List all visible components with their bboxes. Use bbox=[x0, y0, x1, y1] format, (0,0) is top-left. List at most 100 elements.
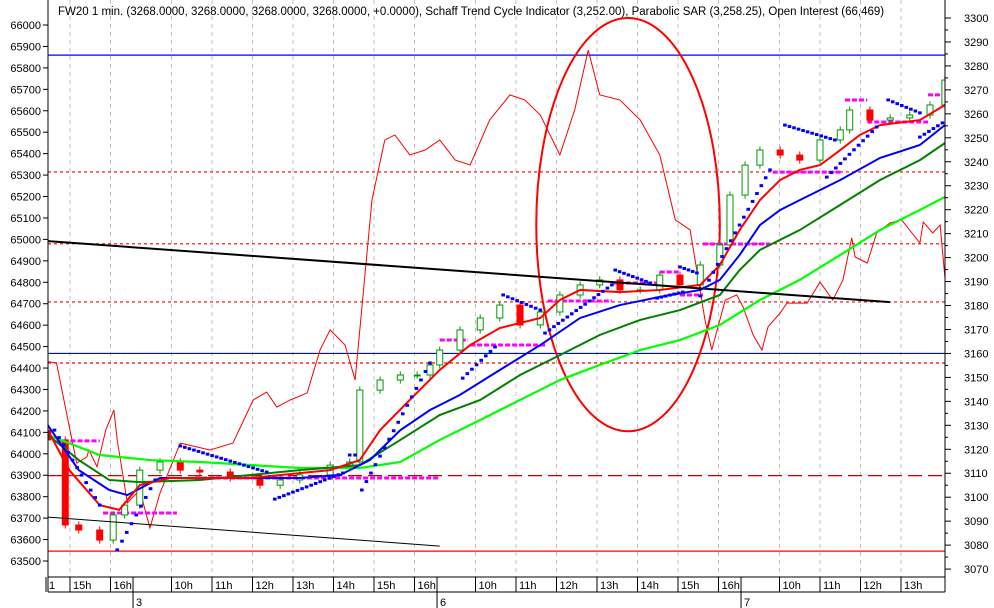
sar-dot bbox=[493, 345, 497, 349]
x-axis-hour-label: 11h bbox=[823, 580, 841, 592]
sar-dot bbox=[617, 270, 622, 274]
sar-dot bbox=[201, 451, 205, 455]
ema-long-line bbox=[48, 196, 945, 470]
right-axis-label: 3140 bbox=[964, 396, 988, 408]
sar-dot bbox=[843, 157, 847, 161]
candle bbox=[356, 389, 364, 463]
sar-dot bbox=[755, 192, 759, 196]
right-axis-label: 3190 bbox=[964, 277, 988, 289]
sar-dot bbox=[715, 262, 720, 266]
candle bbox=[906, 114, 914, 119]
sar-dot bbox=[610, 283, 614, 287]
sar-dot bbox=[940, 121, 945, 125]
sar-dot bbox=[322, 478, 327, 482]
sar-dot bbox=[291, 490, 295, 494]
sar-dot bbox=[414, 386, 419, 390]
left-axis-label: 64700 bbox=[10, 299, 41, 311]
x-axis-hour-label: 10h bbox=[175, 580, 193, 592]
right-axis-label: 3120 bbox=[964, 444, 988, 456]
left-axis-label: 63700 bbox=[10, 513, 41, 525]
candle bbox=[256, 477, 264, 486]
sar-dot bbox=[922, 132, 927, 136]
right-axis-label: 3210 bbox=[964, 229, 988, 241]
sar-dot bbox=[601, 289, 605, 293]
sar-dot bbox=[668, 293, 672, 297]
sar-dot bbox=[488, 349, 493, 353]
sar-dot bbox=[698, 294, 703, 298]
x-axis-hour-label: 16h bbox=[418, 580, 436, 592]
candle bbox=[596, 279, 604, 286]
sar-dot bbox=[423, 369, 428, 373]
candle bbox=[376, 379, 384, 391]
sar-dot bbox=[510, 297, 515, 301]
ema-fast-line bbox=[48, 104, 945, 512]
sar-dot bbox=[746, 207, 751, 211]
sar-dot bbox=[763, 176, 768, 180]
x-axis-hour-label: 14h bbox=[337, 580, 355, 592]
sar-dot bbox=[759, 184, 764, 188]
sar-dot bbox=[676, 291, 681, 295]
right-axis-label: 3260 bbox=[964, 109, 988, 121]
left-axis-label: 65200 bbox=[10, 192, 41, 204]
candle bbox=[276, 479, 284, 486]
sar-dot bbox=[945, 119, 949, 122]
sar-dot bbox=[479, 358, 483, 362]
sar-dot bbox=[787, 124, 792, 128]
sar-dot bbox=[707, 278, 711, 282]
left-axis-label: 64500 bbox=[10, 342, 41, 354]
candle bbox=[816, 139, 824, 161]
sar-dot bbox=[364, 480, 369, 484]
sar-dot bbox=[387, 437, 391, 441]
sar-dot bbox=[187, 447, 192, 451]
sar-dot bbox=[565, 315, 570, 319]
sar-dot bbox=[378, 454, 382, 458]
left-axis-label: 64000 bbox=[10, 449, 41, 461]
sar-dot bbox=[810, 131, 814, 135]
candle bbox=[156, 461, 164, 471]
sar-dot bbox=[484, 354, 488, 358]
sar-dot bbox=[635, 276, 639, 280]
sar-dot bbox=[814, 133, 819, 137]
candle bbox=[75, 524, 83, 531]
sar-dot bbox=[895, 102, 900, 106]
candle bbox=[456, 329, 464, 351]
sar-dot bbox=[690, 269, 695, 273]
x-axis-hour-label: 13h bbox=[296, 580, 314, 592]
left-axis-label: 65700 bbox=[10, 84, 41, 96]
candle bbox=[796, 154, 804, 161]
sar-dot bbox=[214, 455, 219, 459]
right-axis-label: 3230 bbox=[964, 181, 988, 193]
right-axis-label: 3070 bbox=[964, 564, 988, 576]
sar-dot bbox=[596, 293, 601, 297]
right-axis-label: 3110 bbox=[964, 468, 988, 480]
candle bbox=[886, 117, 894, 121]
x-axis-hour-label: 11h bbox=[215, 580, 233, 592]
right-axis-label: 3220 bbox=[964, 205, 988, 217]
sar-dot bbox=[391, 429, 396, 433]
sar-dot bbox=[533, 306, 538, 310]
x-axis-hour-label: 16h bbox=[722, 580, 740, 592]
sar-dot bbox=[824, 175, 829, 179]
sar-dot bbox=[251, 466, 255, 470]
left-axis-label: 63600 bbox=[10, 535, 41, 547]
sar-dot bbox=[88, 488, 93, 492]
left-axis-label: 63800 bbox=[10, 492, 41, 504]
sar-dot bbox=[304, 485, 309, 489]
sar-dot bbox=[313, 481, 318, 485]
left-axis-label: 65000 bbox=[10, 234, 41, 246]
candle bbox=[776, 149, 784, 156]
sar-dot bbox=[861, 139, 865, 143]
candle bbox=[726, 194, 734, 246]
sar-dot bbox=[237, 462, 242, 466]
sar-dot bbox=[336, 473, 341, 477]
sar-dot bbox=[515, 299, 519, 303]
sar-dot bbox=[52, 428, 57, 432]
sar-dot bbox=[733, 231, 737, 235]
sar-dot bbox=[561, 318, 565, 322]
sar-dot bbox=[70, 458, 75, 462]
sar-dot bbox=[874, 125, 879, 129]
left-axis-label: 64300 bbox=[10, 384, 41, 396]
candle bbox=[866, 109, 874, 121]
sar-dot bbox=[341, 471, 345, 475]
trendline bbox=[48, 516, 440, 547]
